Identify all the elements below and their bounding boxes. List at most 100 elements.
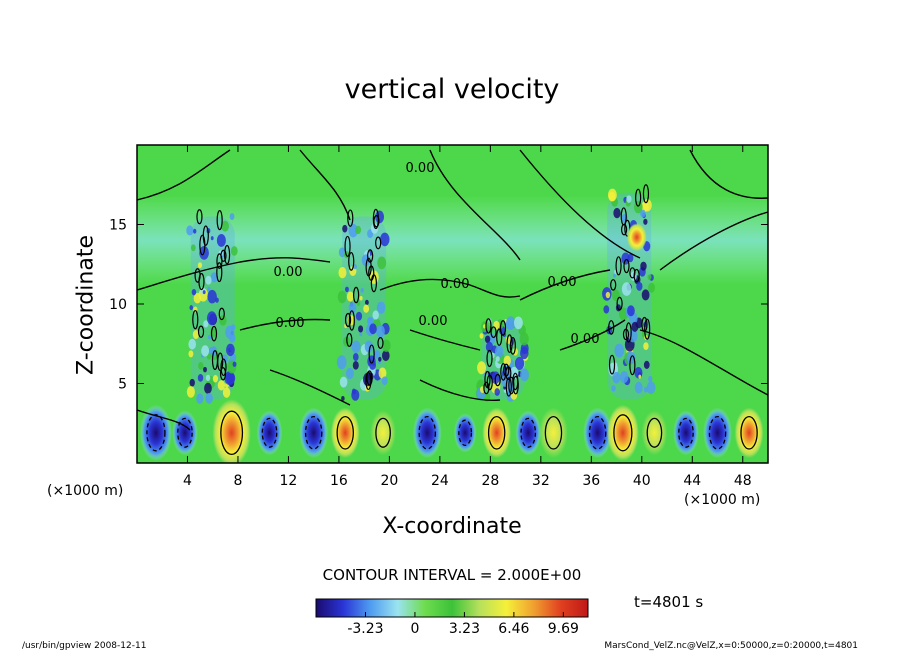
plume-cell	[514, 356, 525, 371]
colorbar-tick-label: -3.23	[347, 621, 383, 637]
plume-cell	[230, 246, 238, 256]
plume-contour	[642, 184, 650, 204]
plume-contour	[512, 375, 519, 395]
surface-cell	[299, 407, 329, 458]
plume-cell	[605, 291, 611, 299]
plume-cell	[351, 389, 360, 401]
plume-cell	[493, 320, 500, 330]
plume-cell	[359, 295, 363, 301]
surface-contour	[487, 415, 506, 450]
surface-cell	[515, 410, 542, 456]
surface-cell	[641, 410, 668, 456]
plume-cell	[612, 371, 621, 384]
plume-cell	[206, 311, 217, 326]
plume-cell	[643, 218, 648, 225]
plume-cell	[377, 256, 387, 270]
contour-label-layer: 0.00 0.00 0.00 0.00 0.00 0.00 0.00	[274, 161, 600, 347]
plume-cell	[197, 262, 203, 269]
plume-cell	[647, 274, 652, 280]
plume-cell	[339, 376, 348, 388]
plume-cell	[643, 360, 650, 369]
plume-cell	[611, 385, 616, 392]
plume-cell	[360, 287, 364, 293]
plume-contour	[348, 310, 355, 331]
x-axis-ticks: 4 8 12 16 20 24 28 32 36 40 44 48	[183, 145, 752, 489]
plume-cell	[348, 302, 357, 314]
surface-contour	[418, 415, 437, 450]
plume-cell	[519, 332, 529, 346]
plume-cell	[345, 367, 354, 380]
plume-cell	[191, 288, 197, 296]
surface-cell	[482, 407, 512, 458]
plume-cell	[640, 261, 647, 271]
plume-cell	[231, 324, 236, 331]
contour-label: 0.00	[571, 332, 600, 347]
x-unit-left: (×1000 m)	[47, 483, 124, 499]
plume-cell	[370, 223, 379, 234]
plume-cell	[372, 310, 379, 320]
plume-cell	[477, 361, 487, 375]
plume-cell	[338, 266, 347, 279]
y-axis-ticks: 5 10 15	[109, 218, 768, 393]
plume-contour	[198, 273, 205, 291]
plume-cell	[338, 247, 346, 258]
plume-contour	[485, 318, 492, 334]
plume-contour	[220, 358, 227, 376]
surface-contour	[458, 419, 473, 447]
plume-cell	[375, 210, 385, 224]
surface-contour	[220, 410, 244, 456]
plume-contour	[346, 332, 353, 347]
plume-core	[626, 223, 647, 252]
plume-cell	[229, 213, 235, 221]
plume-cell	[219, 314, 227, 326]
y-tick-label: 10	[109, 297, 127, 313]
plume-cell	[186, 225, 194, 236]
plume-cell	[520, 346, 529, 360]
plume-contour	[486, 349, 493, 367]
plume-contour	[496, 328, 503, 346]
plume-cell	[378, 356, 382, 362]
plume-contour	[608, 354, 616, 375]
plume-cell	[611, 289, 620, 302]
plume-contour	[610, 279, 617, 291]
surface-cell	[412, 407, 442, 458]
plot-area: 0.00 0.00 0.00 0.00 0.00 0.00 0.00	[137, 145, 768, 463]
plume-cell	[201, 345, 210, 357]
footer-right-text: MarsCond_VelZ.nc@VelZ,x=0:50000,z=0:2000…	[604, 641, 858, 651]
surface-contour	[304, 415, 323, 450]
surface-contour	[520, 417, 537, 448]
plume-contour	[210, 325, 218, 342]
plume-cell	[205, 392, 213, 404]
plume-cell	[631, 321, 639, 332]
plume-contour	[196, 209, 203, 225]
plume-cell	[193, 292, 202, 304]
surface-cell	[734, 407, 764, 458]
plume-cell	[204, 382, 212, 394]
plume-cell	[341, 395, 345, 401]
plume-cell	[641, 201, 649, 213]
contour-label: 0.00	[419, 314, 448, 329]
plume-cell	[621, 252, 630, 265]
plume-cell	[643, 386, 648, 393]
plume-cell	[364, 299, 369, 306]
surface-contour	[261, 417, 278, 448]
x-tick-label: 24	[431, 473, 449, 489]
plume-cell	[369, 323, 377, 335]
x-tick-label: 12	[280, 473, 298, 489]
plume-contour	[616, 296, 623, 311]
plume-cell	[619, 371, 629, 383]
plume-contour	[483, 381, 490, 395]
plume-contour	[629, 355, 636, 376]
plume-contour	[347, 209, 354, 227]
plume-cell	[202, 290, 206, 295]
plume-cell	[193, 228, 197, 234]
plume-cell	[205, 374, 211, 382]
plume-cell	[513, 316, 523, 330]
surface-cell	[539, 407, 568, 458]
surface-cell	[673, 410, 699, 456]
surface-cells-layer	[139, 399, 764, 463]
plume-cell	[495, 356, 500, 362]
plume-cell	[641, 289, 650, 301]
plume-cell	[188, 350, 194, 358]
x-axis-label: X-coordinate	[382, 514, 522, 539]
